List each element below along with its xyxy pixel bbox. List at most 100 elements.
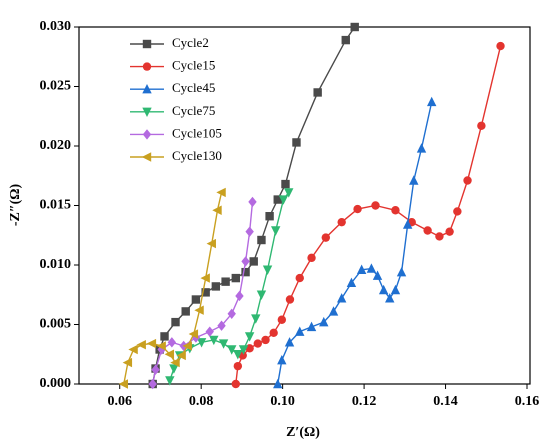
data-point (211, 282, 221, 291)
y-tick-label: 0.015 (40, 198, 72, 213)
data-point (167, 337, 177, 348)
data-point (245, 226, 254, 237)
data-point (262, 265, 273, 275)
data-point (278, 195, 289, 205)
data-point (196, 338, 207, 348)
y-tick-label: 0.005 (40, 317, 72, 332)
x-axis-label: Z′(Ω) (286, 425, 320, 440)
data-point (353, 204, 362, 214)
data-point (350, 22, 359, 32)
data-point (319, 316, 329, 327)
data-point (209, 335, 219, 346)
data-point (409, 175, 419, 185)
data-point (313, 88, 322, 97)
data-point (453, 207, 462, 216)
data-point (176, 350, 186, 361)
data-point (188, 329, 199, 339)
y-tick-label: 0.010 (40, 257, 72, 272)
data-point (277, 315, 287, 324)
legend-label: Cycle15 (172, 58, 215, 73)
data-point (156, 341, 166, 351)
data-point (257, 235, 266, 245)
data-point (321, 233, 331, 242)
data-point (194, 305, 204, 315)
data-point (284, 337, 295, 347)
data-point (285, 295, 295, 304)
legend-marker (142, 84, 152, 94)
data-point (261, 335, 270, 345)
data-point (292, 138, 301, 147)
data-point (269, 328, 278, 338)
data-point (273, 195, 282, 204)
data-point (171, 317, 180, 327)
data-point (221, 277, 230, 286)
legend-label: Cycle45 (172, 80, 215, 95)
data-point (265, 212, 274, 221)
data-point (416, 143, 427, 153)
data-point (295, 326, 305, 336)
data-point (241, 267, 250, 277)
data-point (238, 345, 249, 355)
data-point (371, 201, 380, 210)
x-tick-label: 0.06 (107, 394, 132, 409)
data-point (128, 344, 138, 355)
data-point (169, 364, 179, 374)
data-point (136, 340, 146, 350)
data-point (151, 364, 160, 375)
data-point (248, 196, 257, 208)
x-tick-label: 0.16 (515, 394, 540, 409)
y-axis-label: -Z″(Ω) (8, 184, 23, 227)
data-point (390, 284, 401, 295)
x-tick-label: 0.08 (189, 394, 214, 409)
data-point (306, 321, 317, 332)
data-point (256, 290, 267, 300)
data-point (231, 273, 240, 283)
y-tick-label: 0.025 (40, 79, 72, 94)
legend-marker (142, 39, 152, 49)
data-point (396, 266, 407, 277)
data-point (148, 378, 157, 390)
data-point (216, 187, 226, 198)
data-point (271, 226, 281, 236)
data-point (372, 270, 383, 280)
legend-label: Cycle105 (172, 125, 222, 140)
data-point (337, 217, 346, 227)
data-point (181, 307, 190, 316)
data-point (477, 121, 486, 130)
data-point (200, 273, 210, 283)
data-point (341, 35, 350, 45)
data-point (253, 339, 262, 348)
data-point (205, 326, 214, 337)
data-point (227, 308, 236, 319)
data-point (160, 332, 169, 341)
data-point (273, 378, 283, 389)
data-point (277, 355, 287, 365)
data-point (201, 288, 210, 297)
legend-label: Cycle130 (172, 148, 222, 163)
data-point (164, 349, 175, 359)
legend-marker (142, 107, 152, 117)
data-point (231, 379, 240, 389)
data-point (118, 379, 128, 389)
y-tick-label: 0.000 (40, 376, 72, 391)
data-point (426, 96, 437, 107)
x-tick-label: 0.14 (433, 394, 458, 409)
data-point (281, 179, 290, 189)
data-point (391, 206, 400, 215)
data-point (122, 357, 133, 368)
legend-label: Cycle75 (172, 103, 215, 118)
data-point (170, 357, 180, 368)
data-point (378, 284, 389, 295)
data-point (233, 350, 243, 360)
legend-marker (141, 152, 152, 162)
data-point (244, 332, 255, 342)
data-point (445, 227, 454, 236)
data-point (284, 188, 294, 198)
data-point (328, 306, 339, 316)
data-point (212, 205, 222, 215)
data-point (346, 277, 357, 288)
x-tick-label: 0.12 (352, 394, 377, 409)
data-point (241, 256, 250, 267)
